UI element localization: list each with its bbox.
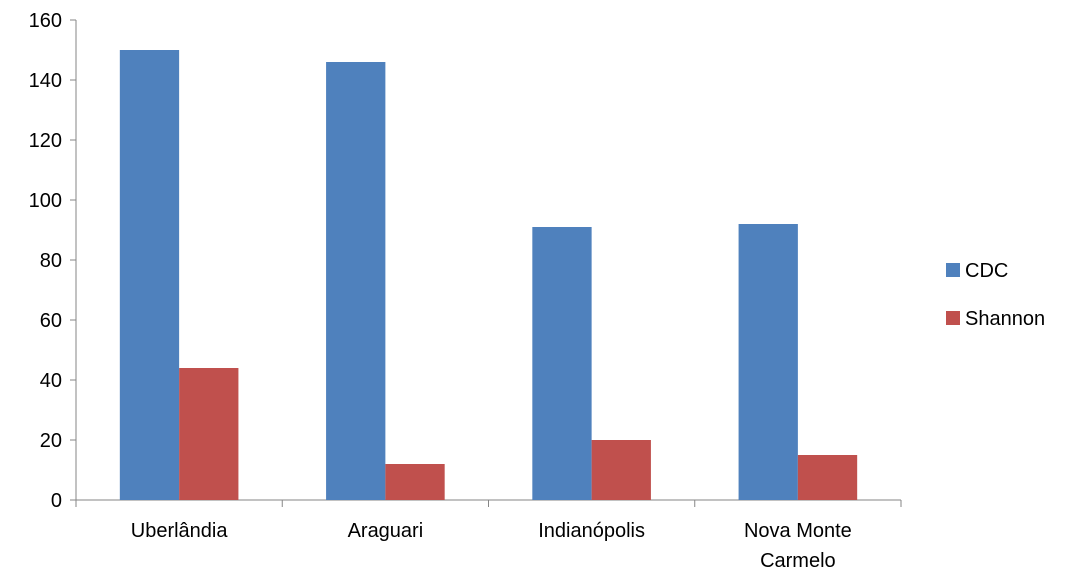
y-tick-label: 20 — [40, 430, 62, 452]
bar-shannon-0 — [179, 368, 239, 500]
y-tick-label: 0 — [51, 490, 62, 512]
axis-labels: 0 20 40 60 80 100 120 140 160 Uberlândia Araguari I… — [29, 10, 852, 572]
y-tick-label: 140 — [29, 70, 62, 92]
bar-cdc-0 — [119, 50, 180, 500]
x-category-label: Indianópolis — [538, 520, 645, 542]
y-tick-label: 120 — [29, 130, 62, 152]
x-category-label: Carmelo — [760, 550, 836, 572]
x-category-label: Araguari — [348, 520, 424, 542]
legend-label-cdc: CDC — [965, 260, 1008, 282]
y-tick-label: 40 — [40, 370, 62, 392]
bar-shannon-1 — [385, 464, 445, 500]
bar-shannon-2 — [591, 440, 651, 500]
bar-cdc-1 — [326, 62, 386, 500]
legend-swatch-shannon — [946, 311, 960, 325]
y-tick-label: 60 — [40, 310, 62, 332]
y-tick-label: 80 — [40, 250, 62, 272]
legend-label-shannon: Shannon — [965, 308, 1045, 330]
bar-shannon-3 — [797, 455, 858, 500]
legend-swatch-cdc — [946, 263, 960, 277]
x-category-label: Uberlândia — [131, 520, 229, 542]
x-category-label: Nova Monte — [744, 520, 852, 542]
y-tick-label: 160 — [29, 10, 62, 32]
bars — [119, 50, 858, 500]
y-tick-label: 100 — [29, 190, 62, 212]
legend: CDC Shannon — [946, 260, 1045, 330]
bar-cdc-3 — [738, 224, 798, 500]
bar-cdc-2 — [532, 227, 592, 500]
